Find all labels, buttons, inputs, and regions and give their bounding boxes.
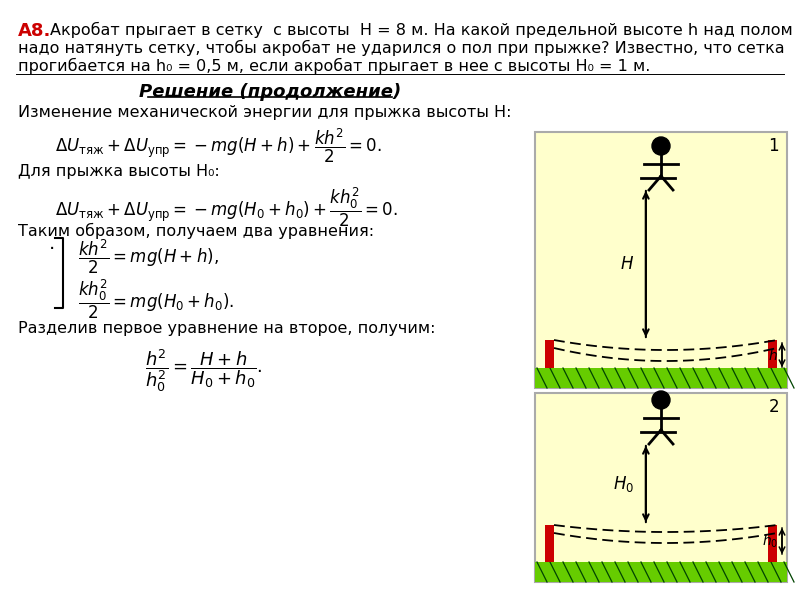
Bar — [535, 393, 787, 582]
Text: $h$: $h$ — [768, 347, 778, 362]
Text: $\dfrac{kh^2}{2} = mg\left(H + h\right),$: $\dfrac{kh^2}{2} = mg\left(H + h\right),… — [78, 238, 219, 277]
Text: $\Delta U_{\rm тяж} + \Delta U_{\rm упр} = -mg\left(H_0 + h_0\right) + \dfrac{kh: $\Delta U_{\rm тяж} + \Delta U_{\rm упр}… — [55, 186, 398, 229]
Text: Разделив первое уравнение на второе, получим:: Разделив первое уравнение на второе, пол… — [18, 321, 435, 336]
Text: Акробат прыгает в сетку  с высоты  H = 8 м. На какой предельной высоте h над пол: Акробат прыгает в сетку с высоты H = 8 м… — [50, 22, 793, 38]
Text: $\dfrac{kh_0^2}{2} = mg\left(H_0 + h_0\right).$: $\dfrac{kh_0^2}{2} = mg\left(H_0 + h_0\r… — [78, 278, 234, 322]
Text: 1: 1 — [768, 137, 779, 155]
Circle shape — [652, 137, 670, 155]
Text: $\dfrac{h^2}{h_0^2} = \dfrac{H + h}{H_0 + h_0}.$: $\dfrac{h^2}{h_0^2} = \dfrac{H + h}{H_0 … — [145, 347, 262, 394]
Circle shape — [652, 391, 670, 409]
Text: $h_0$: $h_0$ — [762, 532, 778, 550]
Text: прогибается на h₀ = 0,5 м, если акробат прыгает в нее с высоты H₀ = 1 м.: прогибается на h₀ = 0,5 м, если акробат … — [18, 58, 650, 74]
Bar — [545, 525, 554, 562]
Bar — [768, 525, 777, 562]
Bar — [768, 340, 777, 368]
Text: Таким образом, получаем два уравнения:: Таким образом, получаем два уравнения: — [18, 223, 374, 239]
Bar — [535, 562, 787, 582]
Text: Изменение механической энергии для прыжка высоты H:: Изменение механической энергии для прыжк… — [18, 105, 511, 120]
Bar — [545, 340, 554, 368]
Bar — [535, 368, 787, 388]
Text: Для прыжка высоты H₀:: Для прыжка высоты H₀: — [18, 164, 220, 179]
Text: Решение (продолжение): Решение (продолжение) — [139, 83, 401, 101]
Text: 2: 2 — [768, 398, 779, 416]
Text: ·: · — [49, 240, 55, 259]
Text: надо натянуть сетку, чтобы акробат не ударился о пол при прыжке? Известно, что с: надо натянуть сетку, чтобы акробат не уд… — [18, 40, 785, 56]
Text: $H$: $H$ — [620, 255, 634, 273]
Text: $\Delta U_{\rm тяж} + \Delta U_{\rm упр} = -mg\left(H + h\right) + \dfrac{kh^2}{: $\Delta U_{\rm тяж} + \Delta U_{\rm упр}… — [55, 127, 382, 166]
Text: $H_0$: $H_0$ — [613, 474, 634, 494]
Bar — [535, 132, 787, 388]
Text: A8.: A8. — [18, 22, 51, 40]
